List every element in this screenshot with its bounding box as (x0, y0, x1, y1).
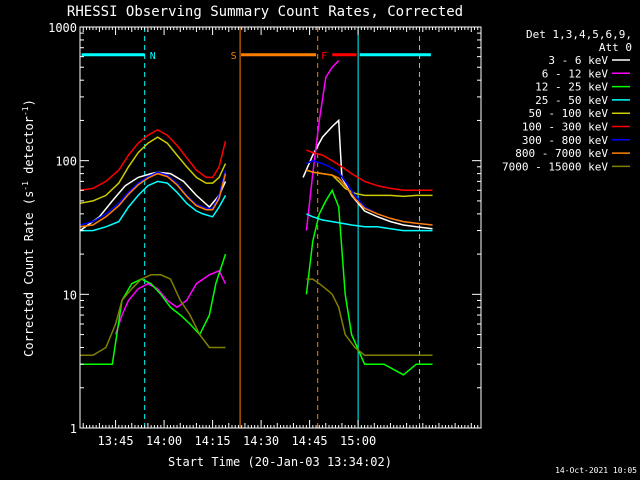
series-line-2-seg-0 (80, 253, 227, 365)
state-bar-label-F: F (321, 51, 327, 62)
x-axis-label: Start Time (20-Jan-03 13:34:02) (168, 455, 392, 469)
legend-header-1: Det 1,3,4,5,6,9, (526, 28, 632, 41)
x-tick-label-1: 14:00 (146, 434, 182, 448)
state-bar-label-N: N (150, 51, 156, 62)
chart-title: RHESSI Observing Summary Count Rates, Co… (67, 4, 463, 20)
legend-label-7: 800 - 7000 keV (515, 147, 608, 160)
series-line-8-seg-1 (306, 278, 433, 357)
series-line-2-seg-1 (305, 188, 433, 376)
series-line-3-seg-0 (80, 180, 227, 232)
x-tick-label-3: 14:30 (243, 434, 279, 448)
series-line-1-seg-0 (114, 269, 227, 335)
series-line-8-seg-0 (80, 274, 226, 357)
y-axis-label-sup2: -1 (21, 106, 30, 116)
series-line-5-seg-0 (79, 129, 227, 192)
legend-label-2: 12 - 25 keV (535, 81, 608, 94)
series-line-7-seg-0 (79, 172, 227, 228)
y-axis: 1 10 100 1000 (48, 21, 481, 436)
y-axis-label: Corrected Count Rate (s-1 detector-1) (21, 99, 36, 357)
series-line-6-seg-0 (79, 169, 227, 226)
vertical-markers (144, 27, 421, 428)
x-axis: 13:45 14:00 14:15 14:30 14:45 15:00 (82, 27, 479, 448)
series-line-3-seg-1 (306, 213, 433, 232)
legend-label-8: 7000 - 15000 keV (502, 160, 608, 173)
x-tick-label-0: 13:45 (98, 434, 134, 448)
y-tick-label-2: 100 (55, 155, 77, 169)
x-tick-label-4: 14:45 (292, 434, 328, 448)
y-axis-label-main: Corrected Count Rate (s (22, 191, 36, 357)
series-line-4-seg-0 (79, 136, 227, 205)
x-tick-label-5: 15:00 (340, 434, 376, 448)
series-line-7-seg-1 (306, 169, 433, 226)
timestamp: 14-Oct-2021 10:05 (555, 466, 637, 475)
y-tick-label-1: 10 (63, 288, 77, 302)
state-bar-label-S: S (231, 51, 237, 62)
legend-header-2: Att 0 (599, 41, 632, 54)
legend-label-4: 50 - 100 keV (529, 107, 609, 120)
y-axis-label-sup1: -1 (21, 181, 30, 191)
y-tick-label-3: 1000 (48, 21, 77, 35)
legend-label-6: 300 - 800 keV (522, 134, 608, 147)
series-line-1-seg-1 (305, 60, 340, 231)
legend-label-1: 6 - 12 keV (542, 67, 609, 80)
legend-label-0: 3 - 6 keV (548, 54, 608, 67)
y-axis-label-end: ) (22, 99, 36, 106)
y-axis-label-mid: detector (22, 116, 36, 181)
x-tick-label-2: 14:15 (195, 434, 231, 448)
legend-label-5: 100 - 300 keV (522, 121, 608, 134)
legend-label-3: 25 - 50 keV (535, 94, 608, 107)
series-lines (79, 60, 433, 376)
y-tick-label-0: 1 (70, 422, 77, 436)
series-line-5-seg-1 (306, 149, 433, 192)
